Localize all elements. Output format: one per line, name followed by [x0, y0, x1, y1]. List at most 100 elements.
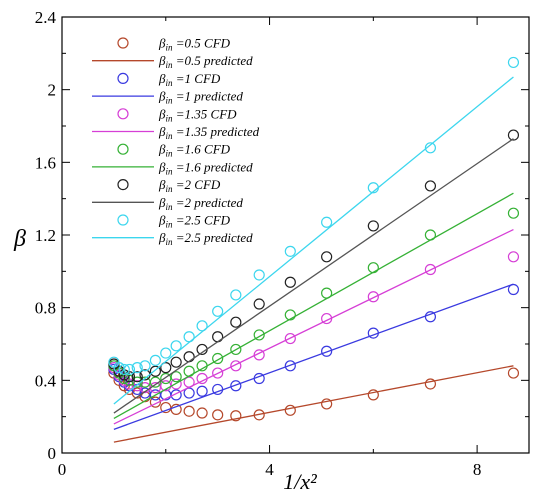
legend-item: βin =2 CFD — [117, 177, 221, 194]
data-point — [253, 298, 265, 310]
legend-label: βin =1.35 CFD — [158, 106, 237, 123]
data-point — [160, 401, 172, 414]
y-tick-label: 2.4 — [35, 8, 57, 27]
x-axis-title: 1/x² — [283, 469, 317, 494]
data-point — [196, 320, 208, 332]
data-point — [321, 398, 333, 410]
data-point — [284, 309, 296, 321]
data-point — [170, 371, 182, 383]
data-point — [139, 387, 151, 399]
y-axis-title: β — [13, 226, 26, 252]
data-point — [284, 404, 296, 416]
data-point — [367, 291, 379, 303]
legend-item: βin =0.5 predicted — [92, 53, 253, 70]
data-point — [230, 380, 242, 392]
legend-marker-swatch — [117, 143, 129, 155]
legend-item: βin =1 CFD — [117, 71, 221, 88]
data-point — [131, 362, 143, 374]
data-point — [507, 56, 520, 69]
data-point — [131, 371, 143, 383]
series--in-1-6-predicted — [113, 192, 514, 420]
legend-item: βin =1 predicted — [92, 89, 243, 106]
data-point — [321, 251, 333, 263]
series--in-2-5-predicted — [113, 76, 514, 405]
data-point — [321, 345, 333, 357]
data-point — [149, 396, 161, 408]
data-point — [253, 269, 265, 281]
legend-label: βin =1 CFD — [158, 71, 221, 88]
data-point — [118, 363, 130, 376]
data-point — [253, 349, 265, 361]
legend-item: βin =1.6 CFD — [117, 142, 231, 159]
data-point — [170, 378, 182, 390]
legend-item: βin =2.5 predicted — [92, 230, 253, 247]
data-point — [507, 129, 520, 141]
data-point — [284, 332, 296, 345]
data-point — [230, 410, 242, 422]
data-point — [170, 403, 182, 415]
legend-label: βin =0.5 CFD — [158, 36, 231, 53]
x-tick-label: 8 — [473, 460, 482, 479]
data-point — [212, 367, 224, 379]
legend-label: βin =1 predicted — [158, 89, 243, 106]
x-tick-label: 4 — [265, 460, 274, 479]
data-point — [212, 305, 224, 317]
series--in-2-predicted — [113, 138, 514, 414]
data-point — [253, 329, 265, 341]
legend-marker-swatch — [117, 214, 129, 226]
legend-item: βin =0.5 CFD — [117, 36, 231, 53]
data-point — [160, 362, 172, 374]
data-point — [367, 389, 379, 401]
series-line — [113, 192, 514, 420]
data-point — [507, 251, 520, 263]
data-point — [170, 356, 182, 368]
data-point — [149, 365, 161, 377]
data-point — [284, 276, 296, 288]
y-tick-label: 0.4 — [35, 371, 57, 390]
series--in-1-35-predicted — [113, 228, 514, 425]
data-point — [131, 376, 143, 388]
data-point — [230, 289, 242, 301]
data-point — [160, 347, 172, 359]
data-point — [424, 180, 437, 192]
legend-label: βin =2.5 predicted — [158, 230, 253, 247]
series-line — [113, 283, 514, 430]
data-point — [424, 142, 437, 154]
data-point — [160, 372, 172, 385]
y-tick-label: 1.2 — [35, 226, 56, 245]
data-point — [149, 354, 161, 366]
legend-marker-swatch — [117, 37, 129, 49]
data-point — [170, 389, 182, 401]
legend-item: βin =2.5 CFD — [117, 213, 231, 230]
legend-label: βin =2.5 CFD — [158, 213, 231, 230]
data-point — [123, 363, 136, 376]
data-point — [321, 216, 333, 228]
data-point — [113, 362, 125, 374]
data-point — [196, 385, 208, 397]
legend-item: βin =2 predicted — [92, 195, 243, 212]
legend-label: βin =1.35 predicted — [158, 124, 260, 141]
axes-layer: 0 0.4 0.8 1.2 1.6 2 2.4 0 4 8 — [35, 8, 530, 479]
legend-item: βin =1.35 predicted — [92, 124, 260, 141]
data-point — [118, 372, 130, 385]
data-point — [123, 371, 136, 383]
y-tick-label: 2 — [48, 81, 57, 100]
series-line — [113, 365, 514, 443]
series-line — [113, 76, 514, 405]
series-line — [113, 138, 514, 414]
series-line — [113, 228, 514, 425]
data-point — [367, 220, 379, 232]
data-point — [170, 340, 182, 352]
data-point — [149, 376, 161, 388]
data-point — [230, 316, 242, 328]
y-tick-label: 0.8 — [35, 299, 56, 318]
data-point — [284, 245, 296, 257]
data-point — [284, 360, 296, 372]
legend-label: βin =0.5 predicted — [158, 53, 253, 70]
data-point — [139, 360, 151, 372]
legend-marker-swatch — [117, 179, 129, 191]
data-point — [212, 352, 224, 365]
data-point — [196, 407, 208, 419]
legend-label: βin =1.6 predicted — [158, 159, 253, 176]
